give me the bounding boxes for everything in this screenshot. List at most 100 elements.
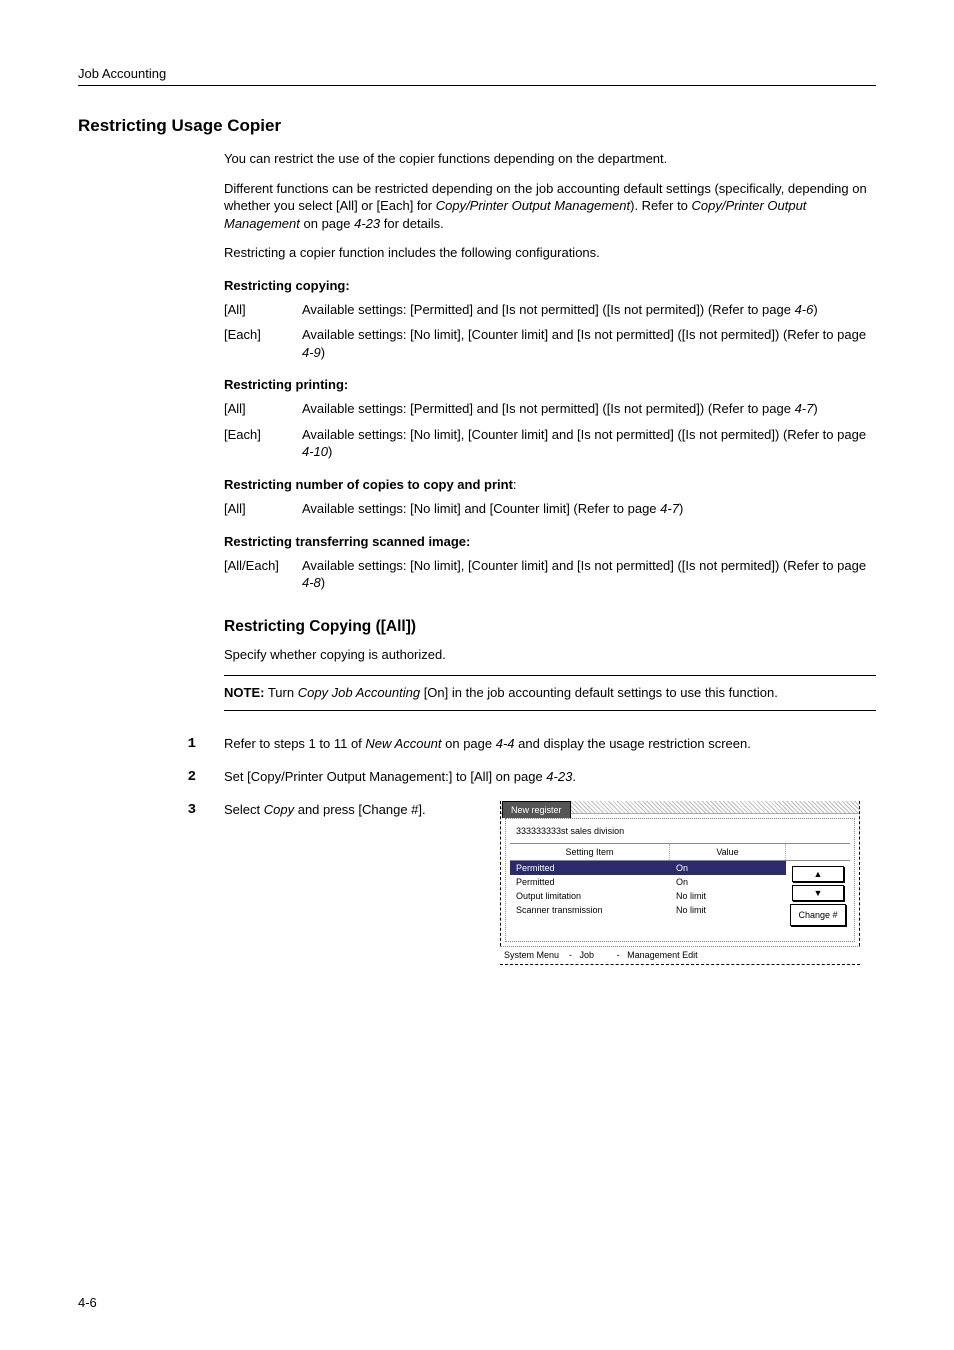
list-item[interactable]: Permitted (510, 875, 670, 889)
list-item[interactable]: Permitted (510, 861, 670, 875)
def-term: [All] (224, 400, 302, 418)
text: Refer to steps 1 to 11 of (224, 736, 365, 751)
text-italic: New Account (365, 736, 441, 751)
panel-idline: 333333333st sales division (510, 821, 850, 841)
page-ref: 4-9 (302, 345, 321, 360)
list-value: No limit (670, 903, 786, 917)
list-value: On (670, 861, 786, 875)
def-body: Available settings: [Permitted] and [Is … (302, 400, 876, 418)
text: Available settings: [No limit] and [Coun… (302, 501, 660, 516)
text: Available settings: [Permitted] and [Is … (302, 302, 795, 317)
def-row: [All] Available settings: [No limit] and… (224, 500, 876, 518)
text: ) (321, 345, 325, 360)
def-term: [All/Each] (224, 557, 302, 592)
list-value: No limit (670, 889, 786, 903)
intro-p3: Restricting a copier function includes t… (224, 244, 876, 262)
page-ref: 4-7 (795, 401, 814, 416)
arrow-down-button[interactable] (792, 885, 844, 901)
note-label: NOTE: (224, 685, 264, 700)
running-header: Job Accounting (78, 66, 876, 86)
text-italic: Copy Job Accounting (298, 685, 420, 700)
text: Turn (264, 685, 297, 700)
page-ref: 4-6 (795, 302, 814, 317)
text: ) (321, 575, 325, 590)
def-body: Available settings: [No limit] and [Coun… (302, 500, 876, 518)
def-row: [All/Each] Available settings: [No limit… (224, 557, 876, 592)
text: Select (224, 802, 264, 817)
def-row: [All] Available settings: [Permitted] an… (224, 301, 876, 319)
list-item[interactable]: Scanner transmission (510, 903, 670, 917)
def-term: [Each] (224, 326, 302, 361)
heading-2: Restricting Copying ([All]) (224, 618, 876, 636)
text: Available settings: [No limit], [Counter… (302, 327, 866, 342)
def-term: [All] (224, 301, 302, 319)
step-body: Set [Copy/Printer Output Management:] to… (224, 768, 876, 787)
page-number: 4-6 (78, 1295, 97, 1310)
page-ref: 4-7 (660, 501, 679, 516)
device-panel: New register 333333333st sales division … (500, 801, 860, 965)
step-number: 2 (78, 768, 224, 787)
h2-intro: Specify whether copying is authorized. (224, 646, 876, 664)
page-ref: 4-4 (496, 736, 515, 751)
step-row: 2 Set [Copy/Printer Output Management:] … (78, 768, 876, 787)
panel-titlebar: New register (501, 801, 859, 814)
text: ) (328, 444, 332, 459)
text: Available settings: [No limit], [Counter… (302, 558, 866, 573)
list-value: On (670, 875, 786, 889)
arrow-up-button[interactable] (792, 866, 844, 882)
text: for details. (380, 216, 444, 231)
heading-1: Restricting Usage Copier (78, 116, 876, 136)
text: on page (442, 736, 496, 751)
panel-breadcrumb: System Menu - Job - Management Edit (500, 946, 860, 964)
text: . (572, 769, 576, 784)
text: ) (813, 401, 817, 416)
page-ref: 4-8 (302, 575, 321, 590)
panel-col-value: Value (670, 844, 786, 860)
subhead-copying: Restricting copying: (224, 278, 876, 293)
page-ref: 4-23 (546, 769, 572, 784)
def-term: [Each] (224, 426, 302, 461)
step-body: Refer to steps 1 to 11 of New Account on… (224, 735, 876, 754)
def-row: [Each] Available settings: [No limit], [… (224, 426, 876, 461)
list-item[interactable]: Output limitation (510, 889, 670, 903)
text: and display the usage restriction screen… (515, 736, 751, 751)
step-body: Select Copy and press [Change #]. New re… (224, 801, 876, 965)
subhead-copies: Restricting number of copies to copy and… (224, 477, 876, 492)
def-row: [Each] Available settings: [No limit], [… (224, 326, 876, 361)
def-body: Available settings: [No limit], [Counter… (302, 426, 876, 461)
text: Available settings: [No limit], [Counter… (302, 427, 866, 442)
panel-col-setting: Setting Item (510, 844, 670, 860)
def-term: [All] (224, 500, 302, 518)
page-ref: 4-23 (354, 216, 380, 231)
text: Set [Copy/Printer Output Management:] to… (224, 769, 546, 784)
text: Available settings: [Permitted] and [Is … (302, 401, 795, 416)
panel-tab[interactable]: New register (502, 801, 571, 818)
step-number: 1 (78, 735, 224, 754)
text-italic: Copy/Printer Output Management (436, 198, 630, 213)
text: : (513, 477, 517, 492)
page-ref: 4-10 (302, 444, 328, 459)
subhead-printing: Restricting printing: (224, 377, 876, 392)
step-row: 1 Refer to steps 1 to 11 of New Account … (78, 735, 876, 754)
text: Restricting number of copies to copy and… (224, 477, 513, 492)
text: [On] in the job accounting default setti… (420, 685, 778, 700)
text: ). Refer to (630, 198, 691, 213)
def-body: Available settings: [Permitted] and [Is … (302, 301, 876, 319)
breadcrumb-item: System Menu (504, 950, 559, 960)
text: ) (679, 501, 683, 516)
intro-p2: Different functions can be restricted de… (224, 180, 876, 233)
subhead-scan: Restricting transferring scanned image: (224, 534, 876, 549)
text: on page (300, 216, 354, 231)
def-row: [All] Available settings: [Permitted] an… (224, 400, 876, 418)
change-number-button[interactable]: Change # (790, 904, 846, 926)
text: ) (813, 302, 817, 317)
text: and press [Change #]. (294, 802, 426, 817)
breadcrumb-item: Management Edit (627, 950, 698, 960)
step-row: 3 Select Copy and press [Change #]. New … (78, 801, 876, 965)
def-body: Available settings: [No limit], [Counter… (302, 557, 876, 592)
def-body: Available settings: [No limit], [Counter… (302, 326, 876, 361)
text-italic: Copy (264, 802, 294, 817)
step-number: 3 (78, 801, 224, 965)
note-box: NOTE: Turn Copy Job Accounting [On] in t… (224, 675, 876, 711)
intro-p1: You can restrict the use of the copier f… (224, 150, 876, 168)
